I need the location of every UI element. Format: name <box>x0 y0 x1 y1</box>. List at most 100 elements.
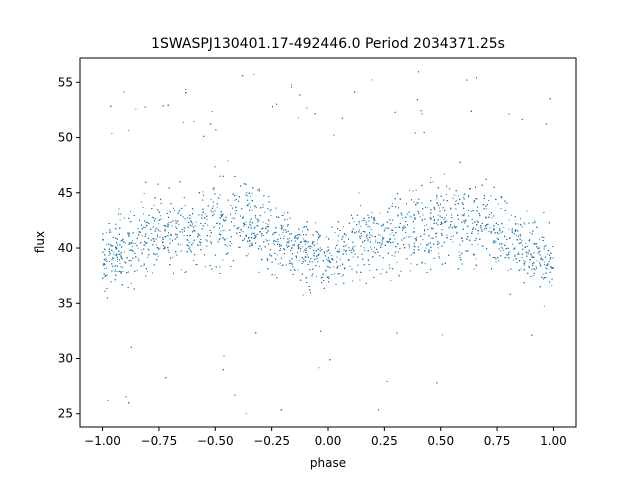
scatter-point <box>436 198 438 200</box>
scatter-point <box>413 213 415 215</box>
scatter-point <box>338 248 340 250</box>
scatter-point <box>283 238 285 240</box>
scatter-point <box>452 241 454 243</box>
scatter-point <box>315 276 317 277</box>
scatter-point <box>420 243 422 245</box>
scatter-point <box>278 263 279 265</box>
scatter-point <box>410 263 412 265</box>
scatter-point <box>534 221 536 223</box>
scatter-point <box>472 222 474 224</box>
scatter-point <box>523 222 525 224</box>
scatter-point <box>306 254 308 256</box>
scatter-point <box>251 232 253 234</box>
scatter-point <box>352 247 354 249</box>
scatter-point <box>436 196 438 198</box>
scatter-point <box>156 227 158 229</box>
scatter-point <box>358 192 360 194</box>
scatter-point <box>264 211 266 213</box>
scatter-point <box>473 268 475 270</box>
scatter-point <box>437 247 439 249</box>
scatter-point <box>486 208 488 210</box>
scatter-point <box>147 248 149 250</box>
scatter-point <box>119 263 121 264</box>
scatter-point <box>135 108 137 110</box>
scatter-point <box>370 246 371 248</box>
scatter-point <box>296 257 297 259</box>
scatter-point <box>218 239 220 241</box>
scatter-point <box>193 121 195 122</box>
scatter-point <box>274 239 276 241</box>
scatter-point <box>240 215 241 217</box>
scatter-point <box>352 256 354 258</box>
scatter-point <box>481 231 483 232</box>
scatter-point <box>297 252 299 254</box>
scatter-point <box>515 235 517 237</box>
scatter-point <box>129 211 131 213</box>
scatter-point <box>298 117 299 119</box>
scatter-point <box>520 235 522 237</box>
scatter-point <box>137 257 139 259</box>
scatter-point <box>143 226 144 228</box>
scatter-point <box>525 261 527 263</box>
scatter-point <box>212 188 214 190</box>
scatter-point <box>249 240 251 242</box>
scatter-point <box>269 210 271 212</box>
scatter-point <box>543 305 545 307</box>
scatter-point <box>377 234 379 236</box>
scatter-point <box>293 268 295 270</box>
scatter-point <box>123 251 125 253</box>
scatter-point <box>222 259 224 261</box>
scatter-point <box>331 274 333 275</box>
scatter-point <box>304 243 306 245</box>
scatter-point <box>189 246 191 248</box>
scatter-point <box>303 251 305 253</box>
scatter-point <box>398 251 400 253</box>
scatter-point <box>341 276 343 278</box>
scatter-point <box>300 250 301 252</box>
scatter-point <box>534 222 536 224</box>
scatter-point <box>534 269 536 271</box>
scatter-point <box>288 263 290 264</box>
scatter-point <box>312 261 314 263</box>
scatter-point <box>305 239 307 241</box>
scatter-point <box>445 193 447 195</box>
scatter-point <box>517 223 519 225</box>
scatter-point <box>485 226 487 228</box>
scatter-point <box>525 246 527 248</box>
scatter-point <box>326 265 328 267</box>
scatter-point <box>147 271 149 273</box>
scatter-point <box>231 242 233 244</box>
scatter-point <box>230 205 232 207</box>
scatter-point <box>337 240 339 242</box>
scatter-point <box>544 264 546 266</box>
scatter-point <box>410 236 412 238</box>
scatter-point <box>199 235 201 237</box>
scatter-point <box>416 236 418 238</box>
scatter-point <box>281 265 283 266</box>
scatter-point <box>268 220 270 222</box>
scatter-point <box>524 223 526 225</box>
scatter-point <box>545 267 547 269</box>
scatter-point <box>298 236 299 238</box>
scatter-point <box>525 242 527 244</box>
scatter-point <box>104 260 106 261</box>
scatter-point <box>326 259 328 260</box>
scatter-point <box>193 260 195 261</box>
scatter-point <box>508 219 510 221</box>
scatter-point <box>427 207 429 209</box>
scatter-point <box>408 243 410 245</box>
scatter-point <box>251 193 253 195</box>
scatter-point <box>301 241 302 243</box>
scatter-point <box>211 111 213 112</box>
scatter-point <box>424 230 426 232</box>
scatter-point <box>342 226 344 228</box>
scatter-point <box>329 260 330 262</box>
scatter-point <box>152 272 154 274</box>
scatter-point <box>515 231 516 233</box>
scatter-point <box>283 212 285 214</box>
scatter-point <box>443 173 445 175</box>
scatter-point <box>184 272 186 273</box>
scatter-point <box>245 412 247 414</box>
scatter-point <box>303 238 305 240</box>
scatter-point <box>342 249 344 251</box>
